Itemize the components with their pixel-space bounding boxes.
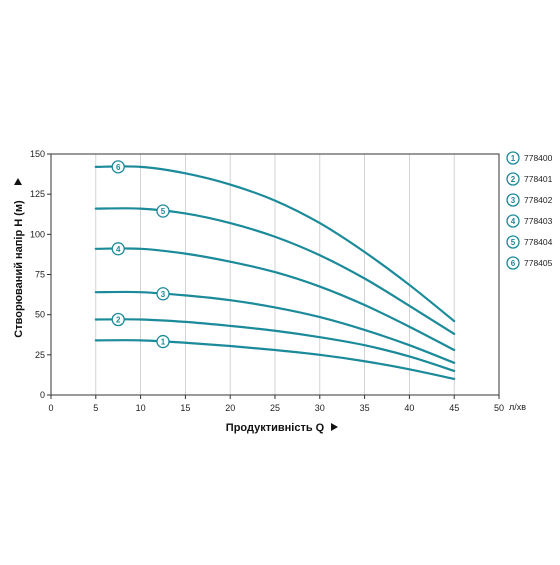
x-tick-label-10: 10 (136, 403, 146, 413)
grid-layer (95, 154, 455, 395)
curve-marker-number-2: 2 (116, 315, 121, 324)
series-line-1 (94, 339, 456, 381)
legend-label-778401: 778401 (524, 174, 553, 184)
curve-marker-1 (156, 334, 170, 349)
y-axis-arrow-icon (14, 178, 22, 185)
series-line-6 (94, 165, 456, 323)
x-tick-label-20: 20 (225, 403, 235, 413)
legend-marker-number-3: 3 (511, 196, 516, 205)
legend-marker-number-2: 2 (511, 175, 516, 184)
x-tick-label-35: 35 (360, 403, 370, 413)
legend-marker-5 (506, 235, 520, 249)
y-axis-title-group: Створюваний напір H (м) (13, 178, 25, 338)
x-tick-label-5: 5 (93, 403, 98, 413)
legend-marker-6 (506, 256, 520, 270)
legend-marker-1 (506, 151, 520, 165)
curve-marker-number-4: 4 (116, 245, 121, 254)
legend-marker-number-5: 5 (511, 238, 516, 247)
x-tick-label-15: 15 (180, 403, 190, 413)
curve-marker-5 (156, 204, 170, 218)
legend-marker-number-6: 6 (511, 259, 516, 268)
x-tick-label-50: 50 (494, 403, 504, 413)
x-tick-label-0: 0 (48, 403, 53, 413)
curve-marker-4 (111, 242, 125, 256)
legend-marker-2 (506, 172, 520, 186)
curve-marker-number-5: 5 (161, 207, 166, 216)
y-tick-label-75: 75 (35, 270, 45, 280)
x-tick-label-30: 30 (315, 403, 325, 413)
legend: 1 778400 2 778401 3 778402 4 778403 5 778404 6 7784… (506, 151, 553, 270)
curve-marker-2 (111, 312, 125, 327)
x-axis-unit: л/хв (509, 402, 526, 412)
x-tick-label-45: 45 (449, 403, 459, 413)
y-tick-label-0: 0 (40, 390, 45, 400)
x-tick-label-40: 40 (404, 403, 414, 413)
y-tick-label-150: 150 (30, 149, 45, 159)
legend-label-778400: 778400 (524, 153, 553, 163)
curve-marker-6 (111, 160, 125, 174)
legend-marker-4 (506, 214, 520, 228)
curve-marker-number-3: 3 (161, 290, 166, 299)
legend-label-778402: 778402 (524, 195, 553, 205)
x-axis-title: Продуктивність Q (226, 422, 325, 434)
curve-marker-number-1: 1 (161, 338, 166, 347)
x-axis-arrow-icon (331, 423, 338, 431)
x-tick-label-25: 25 (270, 403, 280, 413)
y-tick-label-125: 125 (30, 189, 45, 199)
series-line-5 (94, 207, 456, 336)
legend-label-778403: 778403 (524, 216, 553, 226)
y-tick-label-50: 50 (35, 310, 45, 320)
curve-marker-3 (156, 287, 170, 301)
legend-marker-3 (506, 193, 520, 207)
legend-marker-number-1: 1 (511, 154, 516, 163)
series-line-4 (94, 247, 456, 352)
y-tick-label-100: 100 (30, 229, 45, 239)
series-line-2 (94, 318, 456, 372)
legend-label-778405: 778405 (524, 258, 553, 268)
series-line-3 (94, 290, 456, 364)
series-layer: 1 2 3 4 5 6 (94, 160, 456, 381)
legend-marker-number-4: 4 (511, 217, 516, 226)
y-axis-title: Створюваний напір H (м) (13, 200, 25, 338)
x-axis-title-group: Продуктивність Q (226, 422, 338, 434)
legend-label-778404: 778404 (524, 237, 553, 247)
y-tick-label-25: 25 (35, 350, 45, 360)
curve-marker-number-6: 6 (116, 163, 121, 172)
